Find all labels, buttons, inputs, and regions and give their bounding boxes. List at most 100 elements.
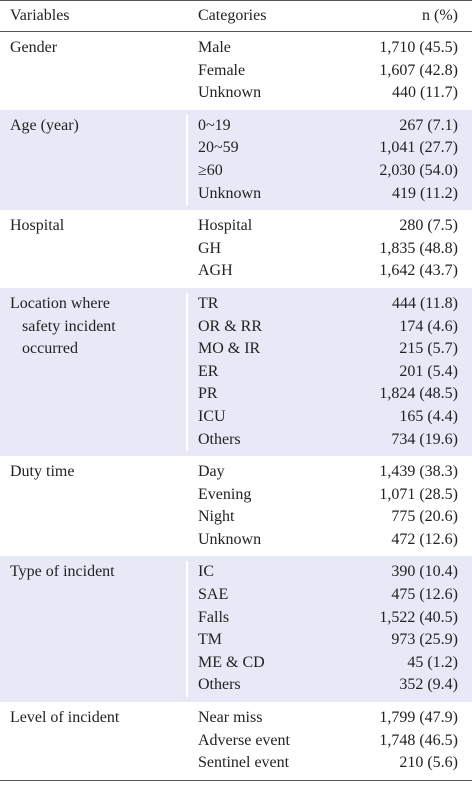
variable-label: Gender (10, 39, 58, 56)
count-value: 280 (7.5) (399, 217, 458, 235)
category-label: ER (198, 362, 219, 380)
count-value: 973 (25.9) (391, 631, 458, 649)
group-row: Type of incident IC SAE Falls TM ME & CD Other… (0, 556, 472, 703)
count-value: 1,748 (46.5) (379, 731, 458, 749)
category-label: OR & RR (198, 317, 263, 335)
count-value: 1,799 (47.9) (379, 709, 458, 727)
count-value: 1,071 (28.5) (379, 485, 458, 503)
category-label: TM (198, 631, 222, 649)
count-value: 165 (4.4) (399, 407, 458, 425)
header-cell: Categories (198, 7, 267, 24)
group-row: Age (year) 0~19 20~59 ≥60 Unknown 267 (7.1) 1,… (0, 109, 472, 211)
category-label: Day (198, 463, 225, 481)
category-label: Hospital (198, 217, 253, 235)
category-label: Night (198, 508, 235, 526)
count-cell: 1,799 (47.9) 1,748 (46.5) 210 (5.6) (354, 707, 472, 775)
variable-label: Hospital (10, 217, 65, 235)
category-label: SAE (198, 586, 229, 604)
category-label: 20~59 (198, 139, 239, 157)
count-value: 444 (11.8) (391, 294, 458, 312)
count-value: 1,607 (42.8) (379, 61, 458, 79)
count-value: 1,824 (48.5) (379, 385, 458, 403)
count-value: 1,041 (27.7) (379, 139, 458, 157)
group-row: Gender Male Female Unknown 1,710 (45.5) 1,607… (0, 32, 472, 110)
count-value: 45 (1.2) (407, 653, 458, 671)
category-label: Adverse event (198, 731, 290, 749)
group-row: Hospital Hospital GH AGH 280 (7.5) 1,835 (48.… (0, 210, 472, 288)
category-label: Unknown (198, 84, 262, 102)
count-value: 440 (11.7) (391, 84, 458, 102)
category-label: Sentinel event (198, 754, 290, 772)
count-value: 210 (5.6) (399, 754, 458, 772)
category-label: IC (198, 563, 214, 581)
count-value: 419 (11.2) (391, 184, 458, 202)
category-cell: Day Evening Night Unknown (188, 461, 354, 551)
variable-label: Location where (10, 294, 110, 312)
category-label: Unknown (198, 184, 262, 202)
category-cell: Hospital GH AGH (188, 215, 354, 283)
variable-cell: Level of incident (0, 707, 188, 775)
category-label: ≥60 (198, 161, 223, 179)
group-row: Level of incident Near miss Adverse event S… (0, 702, 472, 780)
count-cell: 1,710 (45.5) 1,607 (42.8) 440 (11.7) (354, 37, 472, 105)
category-label: 0~19 (198, 116, 231, 134)
category-cell: IC SAE Falls TM ME & CD Others (188, 561, 354, 697)
category-cell: Near miss Adverse event Sentinel event (188, 707, 354, 775)
category-cell: Male Female Unknown (188, 37, 354, 105)
variable-cell: Age (year) (0, 114, 188, 206)
count-value: 1,642 (43.7) (379, 262, 458, 280)
group-row: Location where safety incident occurred TR O… (0, 287, 472, 457)
category-label: Evening (198, 485, 252, 503)
category-label: Others (198, 676, 241, 694)
count-value: 174 (4.6) (399, 317, 458, 335)
category-label: Falls (198, 608, 230, 626)
category-label: MO & IR (198, 340, 261, 358)
category-label: AGH (198, 262, 233, 280)
category-cell: TR OR & RR MO & IR ER PR ICU Others (188, 293, 354, 451)
variable-cell: Location where safety incident occurred (0, 292, 188, 452)
variable-cell: Gender (0, 37, 188, 105)
count-value: 1,710 (45.5) (379, 39, 458, 56)
category-label: Male (198, 39, 231, 56)
category-cell: 0~19 20~59 ≥60 Unknown (188, 115, 354, 205)
variable-label: safety incident (22, 317, 116, 335)
category-label: Near miss (198, 709, 263, 727)
category-label: Female (198, 61, 246, 79)
variable-label: occurred (22, 340, 78, 358)
count-value: 475 (12.6) (391, 586, 458, 604)
variable-label: Duty time (10, 463, 75, 481)
count-value: 267 (7.1) (399, 116, 458, 134)
count-value: 201 (5.4) (399, 362, 458, 380)
count-value: 1,835 (48.8) (379, 239, 458, 257)
count-cell: 390 (10.4) 475 (12.6) 1,522 (40.5) 973 (25.… (354, 561, 472, 697)
count-value: 734 (19.6) (391, 430, 458, 448)
count-value: 215 (5.7) (399, 340, 458, 358)
header-cell: Variables (0, 7, 188, 25)
header-row: Variables Categories n (%) (0, 1, 472, 32)
variable-cell: Duty time (0, 461, 188, 552)
count-value: 352 (9.4) (399, 676, 458, 694)
count-cell: 1,439 (38.3) 1,071 (28.5) 775 (20.6) 472 (1… (354, 461, 472, 551)
category-label: GH (198, 239, 222, 257)
count-value: 1,439 (38.3) (379, 463, 458, 481)
category-label: Unknown (198, 530, 262, 548)
variable-cell: Type of incident (0, 561, 188, 698)
category-label: PR (198, 385, 218, 403)
category-label: TR (198, 294, 219, 312)
category-label: ME & CD (198, 653, 265, 671)
count-value: 1,522 (40.5) (379, 608, 458, 626)
count-cell: 280 (7.5) 1,835 (48.8) 1,642 (43.7) (354, 215, 472, 283)
variable-cell: Hospital (0, 215, 188, 283)
count-cell: 267 (7.1) 1,041 (27.7) 2,030 (54.0) 419 (11… (354, 115, 472, 205)
category-label: ICU (198, 407, 226, 425)
variable-label: Level of incident (10, 709, 120, 727)
variable-label: Age (year) (10, 116, 79, 134)
count-value: 390 (10.4) (391, 563, 458, 581)
count-value: 2,030 (54.0) (379, 161, 458, 179)
count-value: 775 (20.6) (391, 508, 458, 526)
category-label: Others (198, 430, 241, 448)
variable-label: Type of incident (10, 563, 115, 581)
header-cell: n (%) (422, 7, 458, 24)
